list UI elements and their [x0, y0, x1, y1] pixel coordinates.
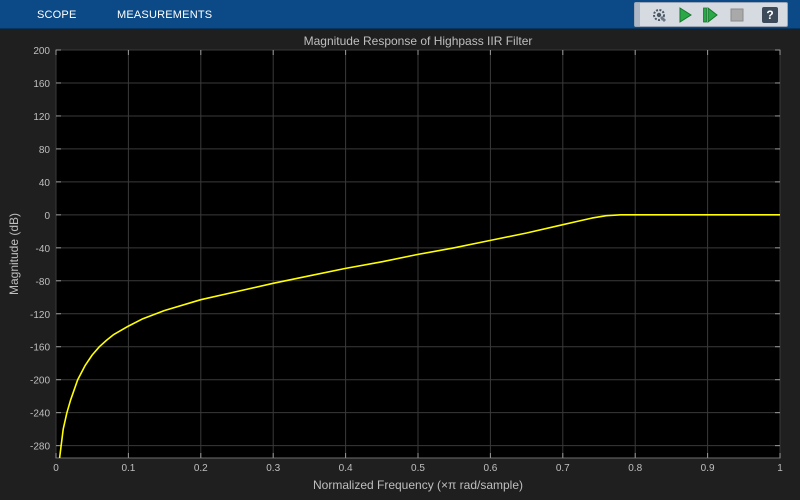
step-forward-button[interactable] — [700, 5, 720, 24]
x-tick-label: 1 — [777, 463, 783, 474]
y-tick-label: 160 — [33, 79, 50, 90]
help-button[interactable]: ? — [760, 5, 780, 24]
y-tick-label: -200 — [30, 376, 50, 387]
tab-measurements[interactable]: MEASUREMENTS — [117, 9, 213, 21]
x-tick-label: 0.3 — [266, 463, 280, 474]
toolstrip: SCOPE MEASUREMENTS — [0, 0, 800, 29]
magnitude-response-chart: 0 0.1 0.2 0.3 0.4 0.5 0.6 0.7 0.8 0.9 1 200 160 120 8… — [7, 34, 783, 492]
toolbar-grip[interactable] — [635, 3, 640, 26]
y-tick-label: -120 — [30, 310, 50, 321]
y-tick-label: -80 — [36, 277, 51, 288]
traces — [58, 214, 780, 458]
x-tick-label: 0.8 — [628, 463, 642, 474]
chart-title: Magnitude Response of Highpass IIR Filte… — [304, 34, 533, 48]
grid — [55, 49, 781, 458]
settings-button[interactable] — [649, 5, 669, 24]
x-tick-label: 0.1 — [121, 463, 135, 474]
quick-access-toolbar: ? — [634, 2, 788, 27]
stop-button[interactable] — [727, 5, 747, 24]
tab-scope[interactable]: SCOPE — [37, 9, 77, 21]
x-tick-label: 0.6 — [483, 463, 497, 474]
settings-icon — [651, 7, 667, 23]
x-tick-label: 0.4 — [339, 463, 353, 474]
x-axis-label: Normalized Frequency (×π rad/sample) — [313, 478, 523, 492]
y-tick-label: 0 — [44, 211, 50, 222]
x-tick-label: 0.9 — [701, 463, 715, 474]
y-tick-label: -240 — [30, 409, 50, 420]
help-icon: ? — [762, 6, 778, 23]
x-tick-label: 0 — [53, 463, 59, 474]
y-tick-label: 40 — [39, 178, 51, 189]
y-tick-label: 120 — [33, 112, 50, 123]
x-tick-labels: 0 0.1 0.2 0.3 0.4 0.5 0.6 0.7 0.8 0.9 1 — [53, 463, 783, 474]
x-tick-label: 0.5 — [411, 463, 425, 474]
plot-area: 0 0.1 0.2 0.3 0.4 0.5 0.6 0.7 0.8 0.9 1 200 160 120 8… — [0, 29, 800, 500]
x-tick-label: 0.2 — [194, 463, 208, 474]
y-tick-label: -40 — [36, 244, 51, 255]
run-icon — [678, 6, 692, 23]
y-tick-label: 200 — [33, 46, 50, 57]
tick-marks — [55, 49, 781, 458]
stop-icon — [730, 8, 744, 22]
run-button[interactable] — [675, 5, 695, 24]
y-tick-label: -160 — [30, 343, 50, 354]
magnitude-trace — [58, 214, 780, 458]
y-axis-label: Magnitude (dB) — [7, 213, 21, 295]
y-tick-label: 80 — [39, 145, 51, 156]
x-tick-label: 0.7 — [556, 463, 570, 474]
y-tick-label: -280 — [30, 442, 50, 453]
step-forward-icon — [702, 6, 718, 23]
y-tick-labels: 200 160 120 80 40 0 -40 -80 -120 -160 -200 -240 -280 — [30, 46, 50, 453]
